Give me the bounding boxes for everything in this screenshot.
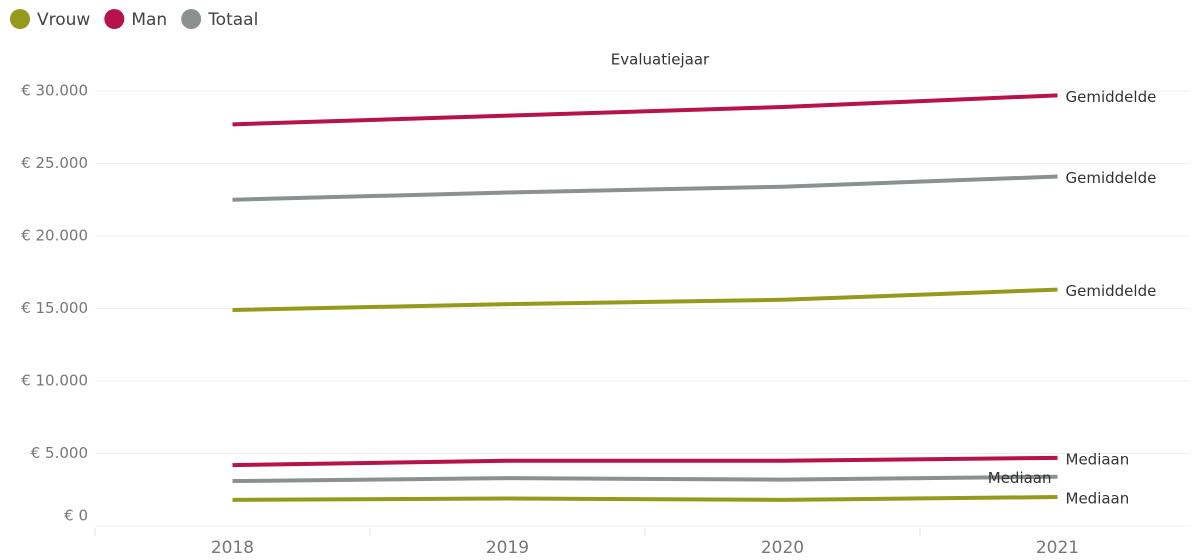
legend-label: Totaal	[207, 10, 258, 30]
x-tick-label: 2019	[486, 538, 529, 558]
legend-swatch	[181, 9, 202, 29]
end-label: Gemiddelde	[1066, 282, 1157, 300]
x-tick-label: 2020	[761, 538, 804, 558]
end-label: Gemiddelde	[1066, 88, 1157, 106]
y-tick-label: € 0	[64, 507, 88, 525]
end-label: Mediaan	[988, 469, 1052, 487]
x-tick-label: 2021	[1036, 538, 1079, 558]
end-label: Gemiddelde	[1066, 169, 1157, 187]
end-label: Mediaan	[1066, 490, 1130, 508]
x-tick-label: 2018	[211, 538, 254, 558]
y-tick-label: € 15.000	[21, 299, 88, 317]
y-tick-label: € 20.000	[21, 227, 88, 245]
legend-swatch	[10, 9, 30, 29]
legend-label: Man	[131, 10, 167, 30]
legend-swatch	[104, 9, 125, 29]
line	[232, 455, 1058, 468]
y-tick-label: € 10.000	[21, 372, 88, 390]
legend-label: Vrouw	[37, 10, 90, 30]
y-tick-label: € 25.000	[21, 154, 88, 172]
end-label: Mediaan	[1066, 450, 1130, 468]
y-tick-label: € 30.000	[21, 82, 88, 100]
line	[232, 474, 1058, 484]
line	[232, 174, 1058, 202]
line	[232, 93, 1058, 127]
line	[232, 495, 1058, 502]
line	[232, 287, 1058, 312]
x-axis-title: Evaluatiejaar	[611, 51, 710, 69]
y-tick-label: € 5.000	[31, 444, 88, 462]
